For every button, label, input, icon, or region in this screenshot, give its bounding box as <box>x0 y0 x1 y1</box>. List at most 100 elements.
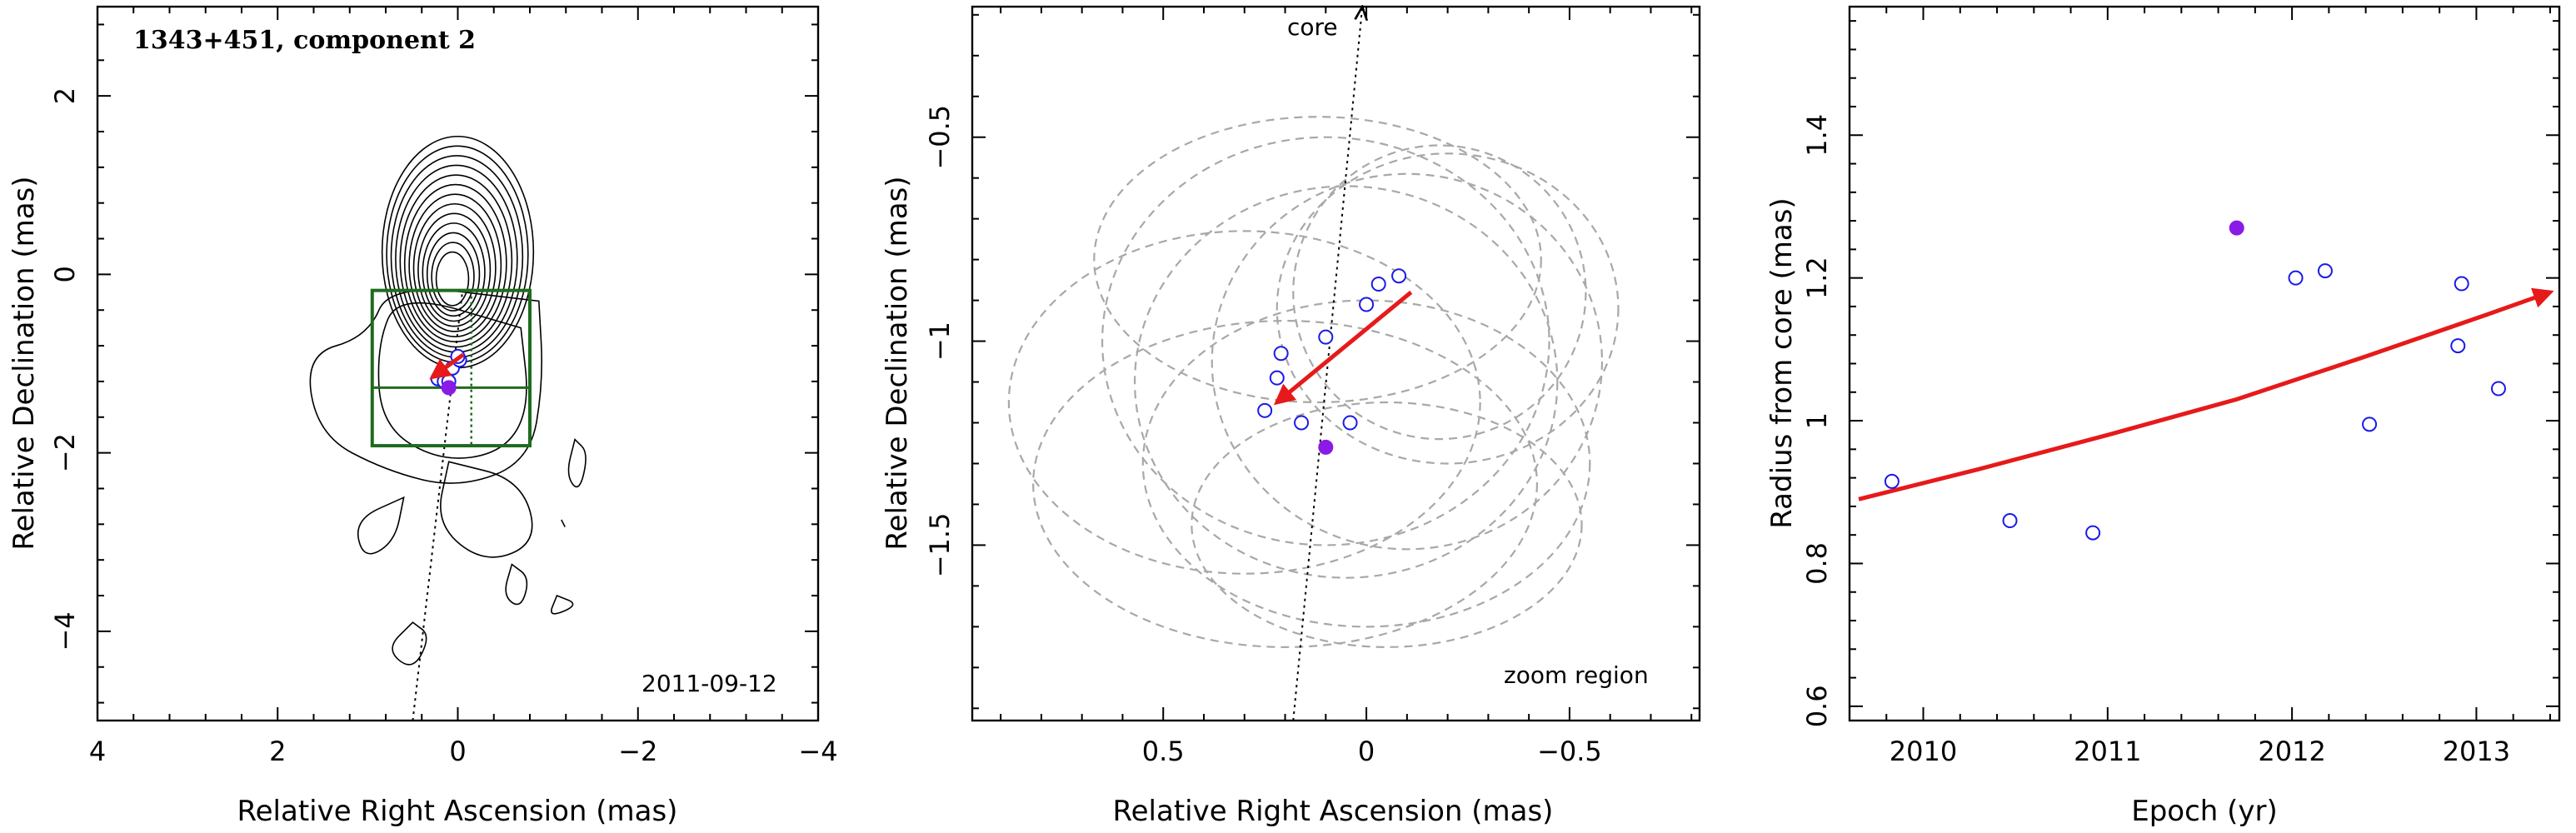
p3-xtick-label: 2012 <box>2258 736 2325 767</box>
p3-ytick-label: 0.8 <box>1801 542 1833 585</box>
extended-contour <box>505 563 528 606</box>
extended-contour <box>357 496 405 555</box>
panel-zoom-overlays <box>1007 7 1620 721</box>
p3-xtick-label: 2011 <box>2074 736 2141 767</box>
p2-open-point <box>1318 329 1334 345</box>
component-ellipse <box>1101 136 1550 546</box>
panel-map-ylabel: Relative Declination (mas) <box>7 176 41 550</box>
p2-filled-point <box>1318 439 1334 455</box>
radio-contours <box>309 135 587 666</box>
panel-radius-overlays <box>1858 220 2554 541</box>
p1-xtick-label: 4 <box>89 736 106 767</box>
panel-radius: 2010 2011 2012 2013 0.6 0.8 1 1.2 1.4 Epoch (yr)… <box>1765 5 2561 828</box>
p3-ytick-label: 1 <box>1801 412 1833 429</box>
core-contour <box>435 251 470 307</box>
p2-open-point <box>1359 297 1375 312</box>
extended-contour <box>561 519 566 527</box>
panel-map-xlabel: Relative Right Ascension (mas) <box>237 795 678 828</box>
panel-radius-ylabel: Radius from core (mas) <box>1765 197 1799 528</box>
extended-contour <box>440 461 533 558</box>
p1-ytick-label: −4 <box>49 611 81 651</box>
component-ellipse <box>1007 230 1481 575</box>
panel-zoom-ylabel: Relative Declination (mas) <box>881 176 914 550</box>
zoom-box <box>370 288 532 448</box>
core-label: core <box>1287 13 1338 41</box>
p2-open-point <box>1342 415 1358 431</box>
p1-xtick-label: 2 <box>269 736 286 767</box>
panel-radius-xlabel: Epoch (yr) <box>2131 795 2278 828</box>
panel-zoom-frame <box>971 5 1701 722</box>
extended-contour <box>309 289 542 484</box>
fit-arrow <box>1858 287 2554 501</box>
component-ellipse <box>1292 144 1587 441</box>
core-contour <box>386 145 529 364</box>
core-contour <box>417 212 492 327</box>
p1-filled-point <box>441 380 457 396</box>
p2-xtick-label: −0.5 <box>1537 736 1602 767</box>
component-ellipse <box>1032 319 1539 648</box>
p1-ytick-label: −2 <box>49 433 81 472</box>
component-ellipse <box>1093 116 1542 404</box>
p3-open-point <box>2002 513 2018 529</box>
p3-open-point <box>1884 473 1900 489</box>
p2-open-point <box>1257 402 1273 418</box>
p3-open-point <box>2317 263 2333 279</box>
core-contour <box>399 174 513 348</box>
p2-open-point <box>1269 370 1285 386</box>
p2-ytick-label: −1.5 <box>924 513 956 578</box>
p1-xtick-label: −2 <box>618 736 657 767</box>
panel-zoom-xlabel: Relative Right Ascension (mas) <box>1113 795 1554 828</box>
p3-open-point <box>2362 416 2378 432</box>
panel-map-title: 1343+451, component 2 <box>133 26 476 55</box>
zoom-region-label: zoom region <box>1504 661 1649 689</box>
p3-open-point <box>2085 525 2101 541</box>
panel-radius-ticks: 2010 2011 2012 2013 0.6 0.8 1 1.2 1.4 <box>1801 7 2559 767</box>
p3-filled-point <box>2229 220 2244 236</box>
panel-map: 4 2 0 −2 −4 2 0 −2 −4 1343+451, component 2 2011… <box>7 5 838 828</box>
panel-zoom-ticks: 0.5 0 −0.5 −0.5 −1 −1.5 <box>924 7 1700 767</box>
panel-map-ticks: 4 2 0 −2 −4 2 0 −2 −4 <box>49 7 838 767</box>
p1-ytick-label: 0 <box>49 266 81 282</box>
p3-open-point <box>2490 381 2506 397</box>
p3-open-point <box>2288 270 2304 286</box>
p3-ytick-label: 1.4 <box>1801 114 1833 157</box>
motion-arrow <box>1273 290 1413 406</box>
jet-axis-line <box>412 292 463 721</box>
panel-map-overlays <box>370 288 532 721</box>
p2-open-point <box>1391 268 1407 284</box>
p3-xtick-label: 2013 <box>2443 736 2510 767</box>
p1-ytick-label: 2 <box>49 87 81 104</box>
component-ellipse <box>1141 299 1591 628</box>
p2-open-point <box>1294 415 1310 431</box>
core-contour <box>408 193 502 337</box>
p3-xtick-label: 2010 <box>1890 736 1957 767</box>
p2-ytick-label: −1 <box>924 322 956 361</box>
core-contour <box>431 242 475 312</box>
component-ellipse <box>1133 185 1559 579</box>
motion-arrow <box>429 352 465 380</box>
p2-open-point <box>1370 277 1386 292</box>
core-contour <box>412 202 497 332</box>
p3-ytick-label: 1.2 <box>1801 257 1833 299</box>
p1-xtick-label: −4 <box>798 736 837 767</box>
p3-open-point <box>2450 338 2466 354</box>
panel-radius-frame <box>1848 5 2561 722</box>
core-contour <box>390 155 524 358</box>
panel-zoom: 0.5 0 −0.5 −0.5 −1 −1.5 core zoom region Rela… <box>881 5 1701 828</box>
core-contour <box>422 222 486 322</box>
extended-contour <box>551 594 574 615</box>
component-ellipse <box>1211 172 1604 551</box>
core-contour <box>403 183 507 343</box>
extended-contour <box>392 621 427 666</box>
component-ellipse <box>1191 401 1583 648</box>
p3-ytick-label: 0.6 <box>1801 685 1833 727</box>
p3-open-point <box>2454 276 2469 292</box>
component-ellipse <box>1276 152 1620 465</box>
epoch-annotation: 2011-09-12 <box>642 670 777 697</box>
p2-open-point <box>1273 346 1289 362</box>
p1-xtick-label: 0 <box>449 736 466 767</box>
p2-xtick-label: 0 <box>1358 736 1375 767</box>
extended-contour <box>567 438 587 488</box>
jet-axis-line <box>1292 7 1362 721</box>
